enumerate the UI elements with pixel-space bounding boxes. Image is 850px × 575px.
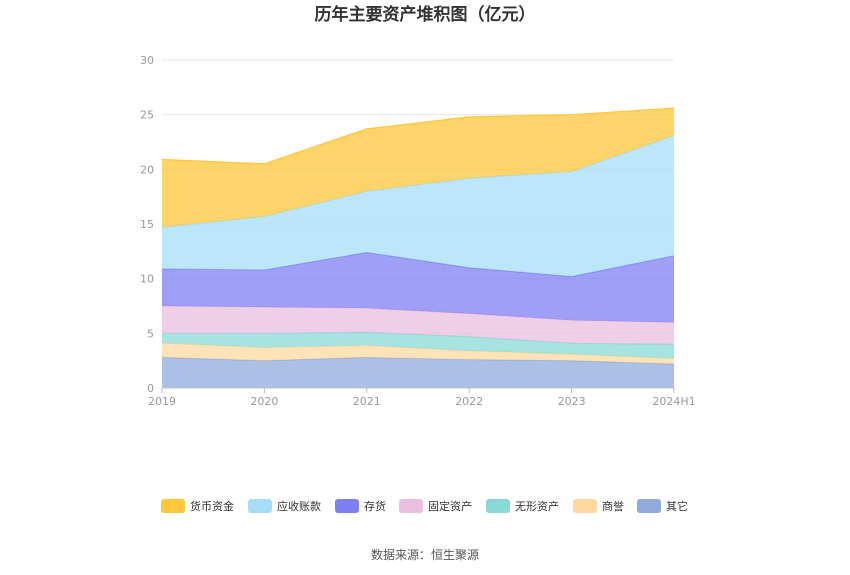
area-series-2 <box>162 332 674 359</box>
legend-swatch <box>637 499 661 513</box>
legend-item[interactable]: 商誉 <box>573 499 624 513</box>
legend-label: 固定资产 <box>428 499 472 513</box>
area-edge-1 <box>161 342 675 360</box>
y-tick-label: 20 <box>140 163 154 176</box>
y-tick-label: 25 <box>140 109 154 122</box>
y-tick-label: 10 <box>140 273 154 286</box>
area-series-6 <box>162 108 674 228</box>
x-tick-label: 2019 <box>148 395 176 408</box>
legend-label: 商誉 <box>602 499 624 513</box>
legend: 货币资金 应收账款 存货 固定资产 无形资产 商誉 其它 <box>161 499 688 513</box>
legend-label: 货币资金 <box>190 499 234 513</box>
area-edge-0 <box>161 356 675 365</box>
legend-swatch <box>399 499 423 513</box>
y-tick-label: 5 <box>147 327 154 340</box>
axes: 0 5 10 15 20 25 30 2019 2020 2021 2022 2023 2024H1 <box>140 54 696 408</box>
x-tick-label: 2024H1 <box>652 395 695 408</box>
x-tick-label: 2021 <box>353 395 381 408</box>
legend-item[interactable]: 其它 <box>637 499 688 513</box>
area-series-1 <box>162 343 674 364</box>
legend-item[interactable]: 货币资金 <box>161 499 234 513</box>
legend-item[interactable]: 无形资产 <box>486 499 559 513</box>
legend-item[interactable]: 固定资产 <box>399 499 472 513</box>
area-series-0 <box>162 357 674 388</box>
area-series-3 <box>162 306 674 345</box>
y-tick-label: 30 <box>140 54 154 67</box>
legend-swatch <box>161 499 185 513</box>
legend-item[interactable]: 应收账款 <box>248 499 321 513</box>
legend-swatch <box>248 499 272 513</box>
area-edge-6 <box>161 107 675 165</box>
legend-label: 无形资产 <box>515 499 559 513</box>
legend-label: 应收账款 <box>277 499 321 513</box>
y-tick-label: 15 <box>140 218 154 231</box>
legend-swatch <box>573 499 597 513</box>
legend-item[interactable]: 存货 <box>335 499 386 513</box>
legend-swatch <box>335 499 359 513</box>
area-series-4 <box>162 252 674 323</box>
chart-title: 历年主要资产堆积图（亿元） <box>315 4 536 25</box>
area-series-5 <box>162 135 674 277</box>
legend-label: 存货 <box>364 499 386 513</box>
area-layers <box>161 107 675 388</box>
x-tick-label: 2022 <box>455 395 483 408</box>
legend-swatch <box>486 499 510 513</box>
x-tick-label: 2023 <box>558 395 586 408</box>
legend-label: 其它 <box>666 499 688 513</box>
y-tick-label: 0 <box>147 382 154 395</box>
data-source: 数据来源：恒生聚源 <box>371 547 479 562</box>
x-tick-label: 2020 <box>250 395 278 408</box>
